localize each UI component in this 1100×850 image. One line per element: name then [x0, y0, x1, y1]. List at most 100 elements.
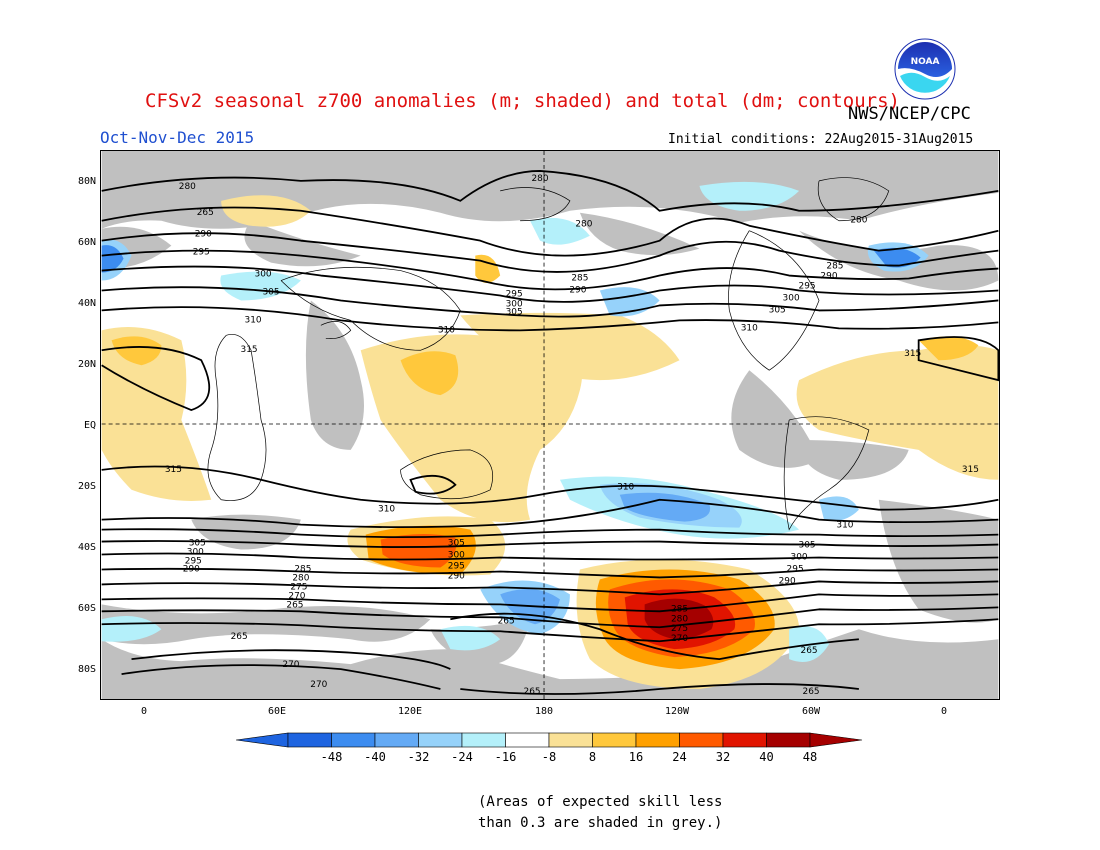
- contour-label: 305: [769, 305, 786, 315]
- lon-label: 0: [140, 706, 148, 717]
- colorbar-tick-label: -24: [451, 750, 473, 764]
- contour-label: 300: [791, 553, 808, 563]
- colorbar-tick-label: -16: [495, 750, 517, 764]
- lon-label: 180: [534, 706, 554, 717]
- logo-text: NOAA: [911, 57, 940, 67]
- contour-label: 305: [189, 539, 206, 549]
- anomaly-map: 280 280 280 280 265 290 295 300 305 310 …: [100, 150, 1000, 700]
- colorbar-swatch: [287, 732, 332, 748]
- contour-label: 315: [904, 349, 921, 359]
- skill-note-line: than 0.3 are shaded in grey.): [478, 815, 723, 831]
- contour-label: 265: [286, 600, 303, 610]
- colorbar-tick-label: 8: [589, 750, 596, 764]
- colorbar-swatch: [331, 732, 376, 748]
- contour-label: 265: [498, 616, 515, 626]
- contour-label: 310: [836, 521, 853, 531]
- colorbar-tick-label: -32: [408, 750, 430, 764]
- colorbar-swatch: [592, 732, 637, 748]
- contour-label: 315: [241, 345, 258, 355]
- lat-label: 80N: [77, 176, 96, 187]
- colorbar-swatch: [722, 732, 767, 748]
- skill-note-line: (Areas of expected skill less: [478, 794, 723, 810]
- contour-label: 295: [185, 556, 202, 566]
- contour-label: 275: [671, 624, 688, 634]
- colorbar-swatch: [679, 732, 724, 748]
- colorbar-tick-label: -48: [321, 750, 343, 764]
- colorbar-tick-label: 32: [716, 750, 730, 764]
- contour-label: 310: [617, 483, 634, 493]
- contour-labels: 280 280 280 280 265 290 295 300 305 310 …: [165, 174, 979, 697]
- contour-label: 290: [195, 230, 212, 240]
- contour-label: 310: [438, 325, 455, 335]
- colorbar-arrow-right: [809, 732, 863, 748]
- colorbar-swatch: [418, 732, 463, 748]
- contour-label: 305: [799, 541, 816, 551]
- colorbar-swatch: [635, 732, 680, 748]
- contour-label: 305: [262, 287, 279, 297]
- colorbar-swatch: [766, 732, 811, 748]
- contour-label: 280: [292, 573, 309, 583]
- contour-label: 315: [165, 465, 182, 475]
- contour-label: 265: [524, 687, 541, 697]
- colorbar-swatch: [548, 732, 593, 748]
- map-title: CFSv2 seasonal z700 anomalies (m; shaded…: [145, 90, 900, 112]
- contour-label: 300: [187, 548, 204, 558]
- contour-label: 300: [506, 299, 523, 309]
- contour-label: 305: [506, 307, 523, 317]
- colorbar-tick-label: 16: [629, 750, 643, 764]
- contour-label: 315: [962, 465, 979, 475]
- contour-label: 280: [671, 614, 688, 624]
- colorbar-swatch: [374, 732, 419, 748]
- skill-note: (Areas of expected skill less than 0.3 a…: [478, 792, 722, 834]
- lat-label: 40S: [77, 542, 96, 553]
- total-height-contours: [101, 170, 999, 695]
- contour-label: 310: [378, 505, 395, 515]
- contour-label: 285: [671, 604, 688, 614]
- contour-label: 300: [255, 270, 272, 280]
- contour-label: 295: [799, 281, 816, 291]
- contour-label: 265: [197, 208, 214, 218]
- contour-label: 265: [231, 632, 248, 642]
- lat-label: 80S: [77, 664, 96, 675]
- lon-label: 60E: [267, 706, 287, 717]
- contour-label: 310: [245, 315, 262, 325]
- initial-conditions: Initial conditions: 22Aug2015-31Aug2015: [668, 132, 974, 147]
- contour-label: 270: [310, 680, 327, 690]
- contour-label: 280: [575, 220, 592, 230]
- lat-label: 40N: [77, 298, 96, 309]
- colorbar-tick-label: -40: [364, 750, 386, 764]
- contour-label: 305: [448, 539, 465, 549]
- contour-label: 285: [571, 274, 588, 284]
- contour-label: 265: [803, 687, 820, 697]
- contour-label: 295: [787, 564, 804, 574]
- contour-label: 280: [531, 174, 548, 184]
- contour-label: 300: [448, 551, 465, 561]
- contour-label: 290: [779, 576, 796, 586]
- lat-label: 60N: [77, 237, 96, 248]
- noaa-logo-icon: NOAA: [894, 38, 956, 100]
- colorbar: -48 -40 -32 -24 -16 -8 8 16 24 32 40 48: [236, 732, 863, 764]
- coastlines: [207, 177, 890, 531]
- contour-label: 290: [569, 285, 586, 295]
- agency-label: NWS/NCEP/CPC: [848, 104, 971, 124]
- lat-label: 60S: [77, 603, 96, 614]
- colorbar-swatch: [461, 732, 506, 748]
- contour-label: 290: [820, 272, 837, 282]
- contour-label: 295: [448, 561, 465, 571]
- contour-label: 310: [741, 323, 758, 333]
- colorbar-tick-label: 48: [803, 750, 817, 764]
- contour-label: 270: [282, 660, 299, 670]
- contour-label: 265: [801, 646, 818, 656]
- contour-label: 295: [193, 248, 210, 258]
- contour-label: 290: [183, 564, 200, 574]
- contour-label: 270: [288, 591, 305, 601]
- contour-label: 280: [179, 182, 196, 192]
- contour-label: 285: [294, 564, 311, 574]
- lon-label: 120W: [664, 706, 690, 717]
- colorbar-arrow-left: [236, 732, 289, 748]
- contour-label: 300: [783, 293, 800, 303]
- contour-label: 275: [290, 582, 307, 592]
- colorbar-tick-label: 24: [672, 750, 686, 764]
- contour-label: 290: [448, 571, 465, 581]
- lat-label: EQ: [83, 420, 96, 431]
